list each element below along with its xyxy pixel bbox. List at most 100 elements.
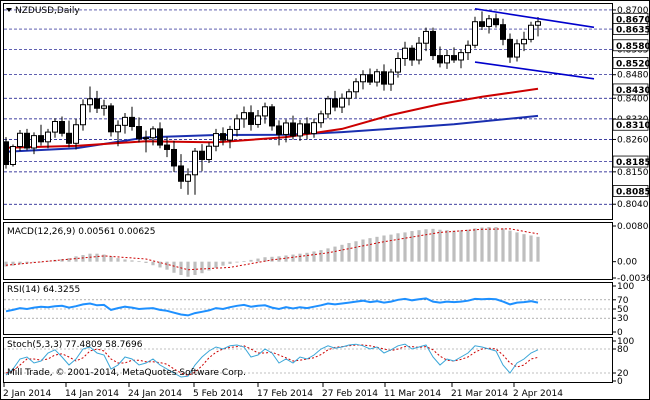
- macd-histogram-bar: [130, 260, 134, 262]
- candle: [206, 142, 212, 164]
- candle-body-bull: [213, 133, 219, 147]
- macd-histogram-bar: [403, 232, 407, 262]
- candle: [73, 118, 79, 150]
- candle: [213, 128, 219, 152]
- candle: [248, 105, 254, 131]
- macd-histogram-bar: [137, 261, 141, 263]
- macd-histogram-bar: [46, 260, 50, 262]
- macd-histogram-bar: [529, 235, 533, 262]
- macd-histogram-bar: [4, 261, 8, 267]
- candle: [129, 106, 135, 131]
- candle: [234, 114, 240, 137]
- candle: [199, 144, 205, 172]
- candle-body-bear: [332, 98, 338, 108]
- candle: [290, 115, 296, 140]
- dropdown-triangle-icon[interactable]: [6, 8, 12, 12]
- candle-body-bull: [311, 122, 317, 135]
- candle-body-bull: [353, 81, 359, 93]
- macd-histogram-bar: [459, 230, 463, 262]
- candle-body-bear: [38, 135, 44, 143]
- macd-histogram-bar: [214, 261, 218, 268]
- candle-body-bull: [80, 104, 86, 126]
- candle: [66, 120, 72, 148]
- candle: [52, 118, 58, 138]
- candle: [374, 68, 380, 87]
- price-tag-label: 0.8670: [616, 15, 650, 25]
- candle: [185, 168, 191, 195]
- candle: [318, 110, 324, 128]
- candle-body-bull: [395, 58, 401, 73]
- stoch-tick-label: 100: [617, 337, 634, 347]
- candle-body-bear: [171, 148, 177, 167]
- candle: [255, 110, 261, 128]
- macd-histogram-bar: [326, 248, 330, 262]
- rsi-tick-label: 0: [617, 328, 623, 338]
- candle-body-bull: [150, 128, 156, 139]
- macd-panel: [3, 222, 613, 280]
- macd-histogram-bar: [270, 256, 274, 262]
- candle: [38, 124, 44, 146]
- candle: [507, 33, 513, 63]
- candle: [31, 132, 37, 155]
- macd-histogram-bar: [396, 233, 400, 262]
- candle: [192, 148, 198, 195]
- time-tick-label: 24 Jan 2014: [128, 389, 182, 399]
- macd-histogram-bar: [410, 231, 414, 262]
- candle: [395, 52, 401, 78]
- candle-body-bear: [381, 71, 387, 85]
- stoch-tick-label: 20: [617, 369, 629, 379]
- macd-histogram-bar: [480, 227, 484, 262]
- macd-histogram-bar: [298, 253, 302, 262]
- candle-body-bear: [304, 123, 310, 135]
- stoch-panel-title: Stoch(5,3,3) 77.4809 58.7696: [7, 340, 143, 350]
- candle: [444, 49, 450, 69]
- channel-upper-line: [474, 7, 595, 29]
- candle: [409, 45, 415, 66]
- macd-histogram-bar: [438, 229, 442, 262]
- rsi-tick-label: 50: [617, 305, 629, 315]
- candle: [423, 27, 429, 52]
- candle-body-bear: [507, 38, 513, 58]
- macd-histogram-bar: [291, 254, 295, 262]
- candle: [437, 46, 443, 68]
- candle: [472, 16, 478, 49]
- stoch-signal-line: [5, 344, 539, 376]
- candle-body-bull: [241, 112, 247, 120]
- macd-histogram-bar: [445, 230, 449, 262]
- candle-body-bull: [262, 106, 268, 117]
- candle-body-bear: [276, 125, 282, 135]
- candle: [311, 118, 317, 138]
- macd-histogram-bar: [18, 261, 22, 265]
- candle-body-bull: [514, 43, 520, 58]
- candle-body-bull: [227, 128, 233, 141]
- price-tag-label: 0.8430: [616, 86, 650, 96]
- macd-histogram-bar: [165, 261, 169, 270]
- candle-body-bull: [234, 118, 240, 130]
- candle: [465, 40, 471, 60]
- time-axis: 2 Jan 2014 14 Jan 2014 24 Jan 2014 5 Feb 20…: [3, 383, 563, 399]
- macd-histogram-bar: [473, 228, 477, 262]
- candle-body-bear: [290, 122, 296, 137]
- candle-body-bull: [521, 38, 527, 45]
- candle-body-bull: [297, 123, 303, 137]
- candle-body-bear: [164, 144, 170, 150]
- candle: [388, 68, 394, 91]
- candle-body-bull: [192, 150, 198, 176]
- candle: [514, 39, 520, 62]
- price-panel: [3, 3, 613, 220]
- rsi-tick-label: 30: [617, 314, 629, 324]
- price-tag-box: [612, 83, 649, 96]
- macd-histogram-bar: [123, 259, 127, 262]
- macd-histogram-bar: [200, 261, 204, 274]
- candle-body-bull: [45, 131, 51, 143]
- candle-body-bear: [199, 150, 205, 160]
- macd-histogram-bar: [361, 239, 365, 262]
- candle-body-bull: [31, 135, 37, 149]
- candle-body-bear: [129, 116, 135, 128]
- channel-lower-line: [474, 61, 595, 80]
- macd-histogram-bar: [102, 254, 106, 262]
- candle: [430, 27, 436, 60]
- candle: [220, 127, 226, 146]
- candle: [227, 125, 233, 149]
- candle: [276, 120, 282, 146]
